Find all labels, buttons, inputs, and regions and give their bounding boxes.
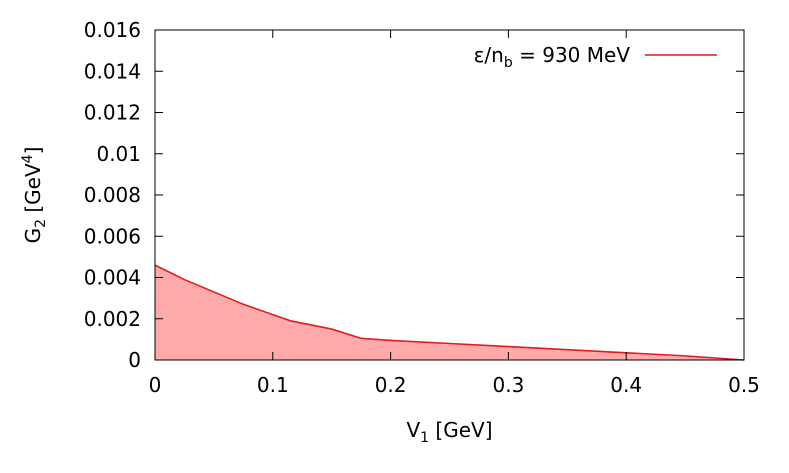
series-layer <box>154 264 745 361</box>
y-tick-label: 0.014 <box>84 59 141 83</box>
y-axis-title-sub: 2 <box>33 219 49 228</box>
y-tick-label: 0.01 <box>96 142 141 166</box>
series-0-area <box>155 265 744 360</box>
y-tick-label: 0.008 <box>84 183 141 207</box>
y-tick-label: 0.012 <box>84 101 141 125</box>
y-tick-label: 0 <box>128 348 141 372</box>
x-tick-label: 0.3 <box>492 373 524 397</box>
legend-label: ε/nb = 930 MeV <box>474 43 631 71</box>
legend-label-pre: ε/n <box>474 43 504 67</box>
y-axis-title-unit-open: [GeV <box>21 163 45 219</box>
series-0-line <box>154 264 745 361</box>
y-tick-label: 0.002 <box>84 307 141 331</box>
x-tick-label: 0.5 <box>728 373 760 397</box>
x-axis-title: V1 [GeV] <box>406 418 492 446</box>
y-tick-label: 0.004 <box>84 266 141 290</box>
x-tick-label: 0.1 <box>257 373 289 397</box>
y-axis-title-sup: 4 <box>20 154 36 163</box>
x-axis-title-sub: 1 <box>420 430 429 446</box>
legend: ε/nb = 930 MeV <box>474 43 717 71</box>
x-tick-label: 0.4 <box>610 373 642 397</box>
x-axis-title-main: V <box>406 418 420 442</box>
y-tick-label: 0.016 <box>84 18 141 42</box>
y-axis-title: G2 [GeV4] <box>20 147 49 244</box>
y-axis-title-unit-close: ] <box>21 147 45 155</box>
legend-label-post: = 930 MeV <box>513 43 631 67</box>
x-tick-label: 0 <box>149 373 162 397</box>
y-tick-label: 0.006 <box>84 224 141 248</box>
y-axis-title-main: G <box>21 228 45 244</box>
legend-label-sub: b <box>504 55 513 71</box>
x-axis-title-unit: [GeV] <box>429 418 492 442</box>
x-tick-label: 0.2 <box>375 373 407 397</box>
ticks-layer: 0 0.1 0.2 0.3 0.4 0.5 0 0.002 0.004 0.006 0.008 0.0… <box>84 18 760 397</box>
